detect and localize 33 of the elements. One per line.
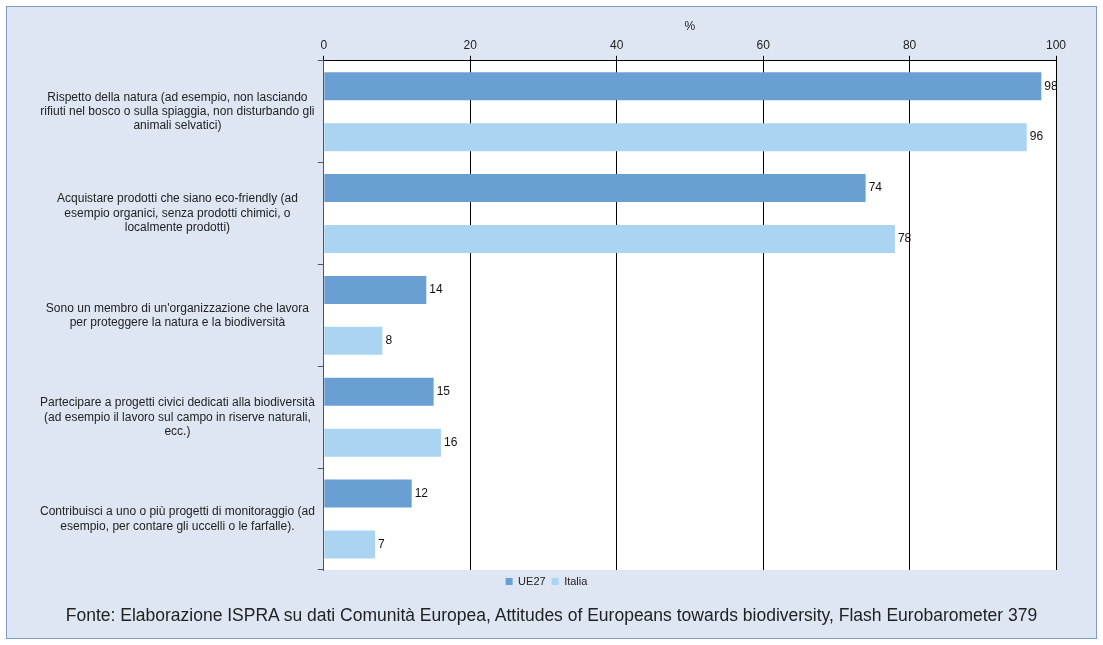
y-tick-label: Acquistare prodotti che siano eco-friendly (ad esempio organici, senza prodotti chimici, o localmente prodotti) [57, 191, 298, 235]
bar [324, 72, 1042, 101]
y-tick-label: Sono un membro di un'organizzazione che lavora per proteggere la natura e la biodiversità [45, 300, 310, 329]
bar [324, 377, 434, 406]
x-tick-label: 60 [756, 37, 771, 52]
data-label: 74 [868, 180, 883, 195]
bar [324, 530, 376, 559]
data-label: 12 [414, 485, 429, 500]
bar [324, 123, 1027, 152]
x-tick-label: 0 [320, 37, 328, 52]
legend-label: Italia [564, 574, 589, 587]
bar [324, 275, 427, 304]
data-label: 14 [429, 282, 444, 297]
data-label: 7 [378, 536, 386, 551]
source-note: Fonte: Elaborazione ISPRA su dati Comunità Europea, Attitudes of Europeans towards biodiversity, Flash Eurobarometer 379 [64, 605, 1039, 626]
data-label: 8 [385, 333, 393, 348]
y-tick-label: Partecipare a progetti civici dedicati alla biodiversità (ad esempio il lavoro sul campo in riserve naturali, ecc.) [40, 395, 316, 438]
bar [324, 326, 383, 355]
bar [324, 479, 412, 508]
x-tick-label: 20 [463, 37, 478, 52]
data-label: 16 [443, 435, 458, 450]
data-label: 15 [436, 384, 451, 399]
x-tick-label: 40 [610, 37, 624, 52]
y-tick-label: Contribuisci a uno o più progetti di monitoraggio (ad esempio, per contare gli uccelli o le farfalle). [40, 504, 315, 533]
x-axis-title: % [684, 18, 696, 33]
x-tick-label: 80 [902, 37, 917, 52]
data-label: 96 [1029, 129, 1044, 144]
bar [324, 225, 895, 254]
bar [324, 174, 866, 203]
legend-label: UE27 [518, 574, 546, 587]
x-tick-label: 100 [1045, 37, 1067, 52]
bar [324, 428, 441, 457]
y-tick-label: Rispetto della natura (ad esempio, non lasciando rifiuti nel bosco o sulla spiaggia, non disturbando gli animali selvatici) [40, 89, 315, 133]
